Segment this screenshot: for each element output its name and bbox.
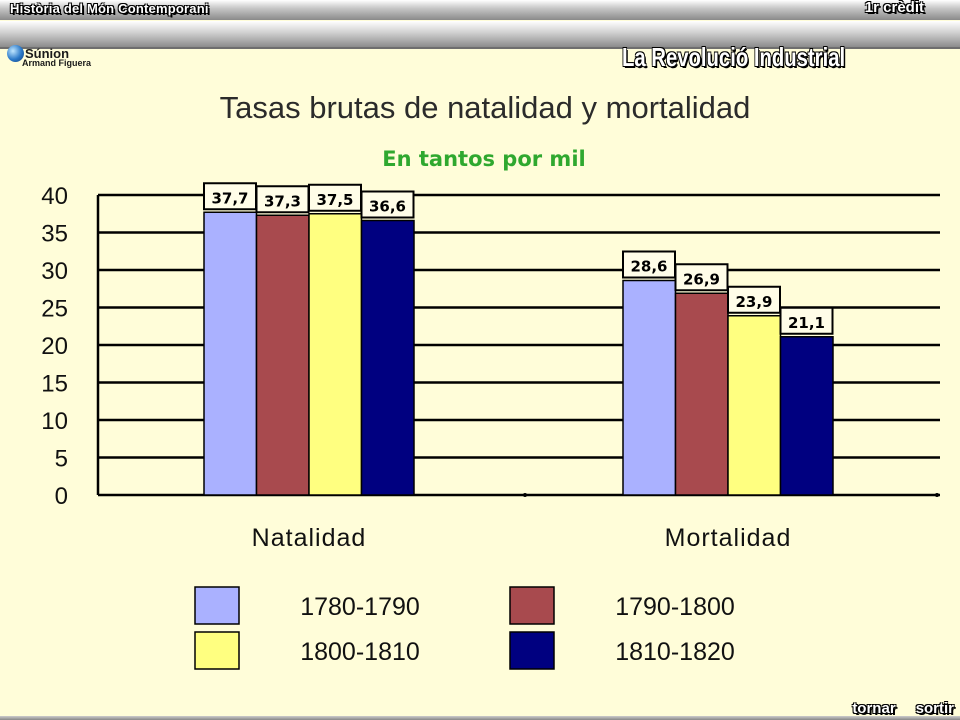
credit-label: 1r crèdit <box>864 0 924 16</box>
y-axis-ticks: 0 5 10 15 20 25 30 35 40 <box>41 183 68 510</box>
bars: 37,7 37,3 37,5 36,6 28,6 26,9 23,9 21,1 <box>203 182 939 497</box>
legend-swatch <box>509 586 555 625</box>
legend-label: 1800-1810 <box>300 638 420 666</box>
legend-label: 1780-1790 <box>300 593 420 621</box>
y-tick-label: 20 <box>41 333 68 360</box>
bar <box>674 292 729 496</box>
axis-tick-mark <box>935 493 939 497</box>
bar <box>727 315 782 496</box>
header-top-bar: Història del Món Contemporani 1r crèdit <box>0 0 960 20</box>
back-link[interactable]: tornar <box>852 700 896 717</box>
data-label: 37,3 <box>264 192 301 210</box>
data-label-box <box>779 306 834 335</box>
y-tick-label: 30 <box>41 258 68 285</box>
chart-title: Tasas brutas de natalidad y mortalidad <box>220 90 751 125</box>
data-label: 36,6 <box>369 198 406 216</box>
course-title: Història del Món Contemporani <box>10 1 209 16</box>
y-tick-label: 0 <box>55 483 68 510</box>
exit-link[interactable]: sortir <box>915 700 954 717</box>
bar <box>360 219 415 496</box>
globe-icon <box>7 45 24 62</box>
bar <box>255 214 310 496</box>
y-tick-label: 5 <box>55 446 68 473</box>
data-label-box <box>622 250 676 279</box>
legend-swatch <box>194 586 240 625</box>
y-tick-label: 10 <box>41 408 68 435</box>
category-label: Natalidad <box>252 524 367 552</box>
legend-label: 1810-1820 <box>615 638 735 666</box>
y-tick-label: 40 <box>41 183 68 210</box>
y-tick-label: 15 <box>41 371 68 398</box>
topic-title: La Revolució Industrial <box>622 42 846 72</box>
data-label-box <box>727 285 781 314</box>
navigation: tornar sortir <box>832 700 954 717</box>
bar <box>622 279 677 496</box>
legend-label: 1790-1800 <box>615 593 735 621</box>
data-label: 21,1 <box>788 314 825 332</box>
legend-swatch <box>194 631 240 670</box>
chart-subtitle: En tantos por mil <box>382 147 585 171</box>
logo-name: Súnion <box>25 46 70 61</box>
footer-line <box>0 716 960 720</box>
data-label: 23,9 <box>735 293 772 311</box>
y-tick-label: 25 <box>41 296 68 323</box>
bar <box>308 213 363 496</box>
bar <box>203 211 258 496</box>
data-label: 37,7 <box>211 189 248 207</box>
legend-swatch <box>509 631 555 670</box>
x-axis-labels: Natalidad Mortalidad <box>252 524 792 552</box>
header-bottom-bar: Súnion Armand Figuera La Revolució Indus… <box>0 21 960 72</box>
data-label-box <box>674 263 729 292</box>
data-label-box <box>360 190 415 219</box>
bar <box>779 336 834 496</box>
birth-death-rate-chart: Tasas brutas de natalidad y mortalidad E… <box>41 90 940 670</box>
category-label: Mortalidad <box>665 524 792 552</box>
legend: 1780-1790 1790-1800 1800-1810 1810-1820 <box>194 586 735 670</box>
data-label: 37,5 <box>316 191 353 209</box>
data-label: 26,9 <box>683 270 720 288</box>
axis-tick-mark <box>523 493 527 497</box>
y-tick-label: 35 <box>41 221 68 248</box>
logo-author: Armand Figuera <box>22 58 92 68</box>
data-label: 28,6 <box>630 258 667 276</box>
